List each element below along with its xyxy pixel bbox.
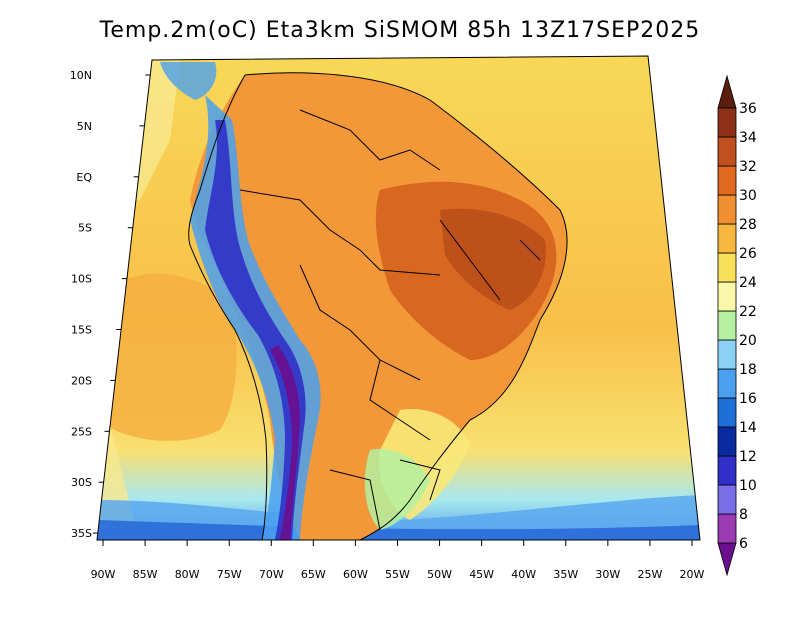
lat-tick-label: 5N bbox=[77, 120, 92, 133]
colorbar-label: 10 bbox=[739, 478, 757, 494]
colorbar-label: 8 bbox=[739, 507, 748, 523]
latitude-axis: 10N 5N EQ 5S 10S 15S 20S 25S 30S 35S bbox=[70, 69, 151, 540]
colorbar-swatch bbox=[717, 455, 737, 486]
lat-tick-label: 15S bbox=[71, 324, 92, 337]
colorbar-label: 22 bbox=[739, 304, 757, 320]
colorbar-swatch bbox=[717, 194, 737, 225]
lat-tick-label: 20S bbox=[71, 374, 92, 387]
colorbar-label: 36 bbox=[739, 101, 757, 117]
lon-tick-label: 85W bbox=[133, 568, 158, 581]
lat-tick-label: EQ bbox=[76, 171, 92, 184]
colorbar-swatch bbox=[717, 368, 737, 399]
colorbar-label: 16 bbox=[739, 391, 757, 407]
lon-tick-label: 20W bbox=[680, 568, 705, 581]
colorbar-swatch bbox=[717, 339, 737, 370]
colorbar-label: 18 bbox=[739, 362, 757, 378]
lat-tick-label: 5S bbox=[78, 222, 92, 235]
colorbar-label: 14 bbox=[739, 420, 757, 436]
lon-tick-label: 90W bbox=[91, 568, 116, 581]
lat-tick-label: 25S bbox=[71, 425, 92, 438]
colorbar-label: 28 bbox=[739, 217, 757, 233]
lon-tick-label: 35W bbox=[553, 568, 578, 581]
colorbar-swatch bbox=[717, 252, 737, 283]
lat-tick-label: 10N bbox=[70, 69, 92, 82]
colorbar-label: 30 bbox=[739, 188, 757, 204]
colorbar-swatch bbox=[717, 310, 737, 341]
lon-tick-label: 55W bbox=[385, 568, 410, 581]
colorbar-swatch bbox=[717, 513, 737, 544]
colorbar-swatch bbox=[717, 281, 737, 312]
lat-tick-label: 10S bbox=[71, 273, 92, 286]
colorbar-label: 20 bbox=[739, 333, 757, 349]
lon-tick-label: 45W bbox=[469, 568, 494, 581]
colorbar-max-triangle bbox=[717, 74, 737, 109]
colorbar-swatch bbox=[717, 484, 737, 515]
temperature-field bbox=[97, 56, 700, 540]
colorbar-swatch bbox=[717, 165, 737, 196]
colorbar-label: 34 bbox=[739, 130, 757, 146]
colorbar-label: 32 bbox=[739, 159, 757, 175]
lon-tick-label: 80W bbox=[175, 568, 200, 581]
colorbar-label: 6 bbox=[739, 536, 748, 552]
colorbar-swatch bbox=[717, 397, 737, 428]
colorbar-swatch bbox=[717, 426, 737, 457]
borders bbox=[188, 72, 568, 541]
map-frame bbox=[96, 55, 701, 541]
colorbar-label: 12 bbox=[739, 449, 757, 465]
lon-tick-label: 75W bbox=[217, 568, 242, 581]
colorbar-swatch bbox=[717, 107, 737, 138]
map-title: Temp.2m(oC) Eta3km SiSMOM 85h 13Z17SEP20… bbox=[99, 18, 701, 43]
lon-tick-label: 40W bbox=[511, 568, 536, 581]
lon-tick-label: 25W bbox=[637, 568, 662, 581]
lon-tick-label: 65W bbox=[301, 568, 326, 581]
longitude-axis: 90W 85W 80W 75W 70W 65W 60W 55W 50W 45W 40W 35W 30W 2… bbox=[91, 540, 705, 581]
colorbar-swatch bbox=[717, 223, 737, 254]
lon-tick-label: 60W bbox=[343, 568, 368, 581]
colorbar-label: 24 bbox=[739, 275, 757, 291]
colorbar: 6 8 10 12 14 16 18 20 22 24 26 28 30 32 34 36 bbox=[717, 74, 757, 577]
colorbar-swatch bbox=[717, 136, 737, 167]
colorbar-label: 26 bbox=[739, 246, 757, 262]
lat-tick-label: 30S bbox=[71, 476, 92, 489]
lon-tick-label: 70W bbox=[259, 568, 284, 581]
lat-tick-label: 35S bbox=[71, 527, 92, 540]
lon-tick-label: 50W bbox=[427, 568, 452, 581]
lon-tick-label: 30W bbox=[595, 568, 620, 581]
colorbar-min-triangle bbox=[717, 542, 737, 577]
